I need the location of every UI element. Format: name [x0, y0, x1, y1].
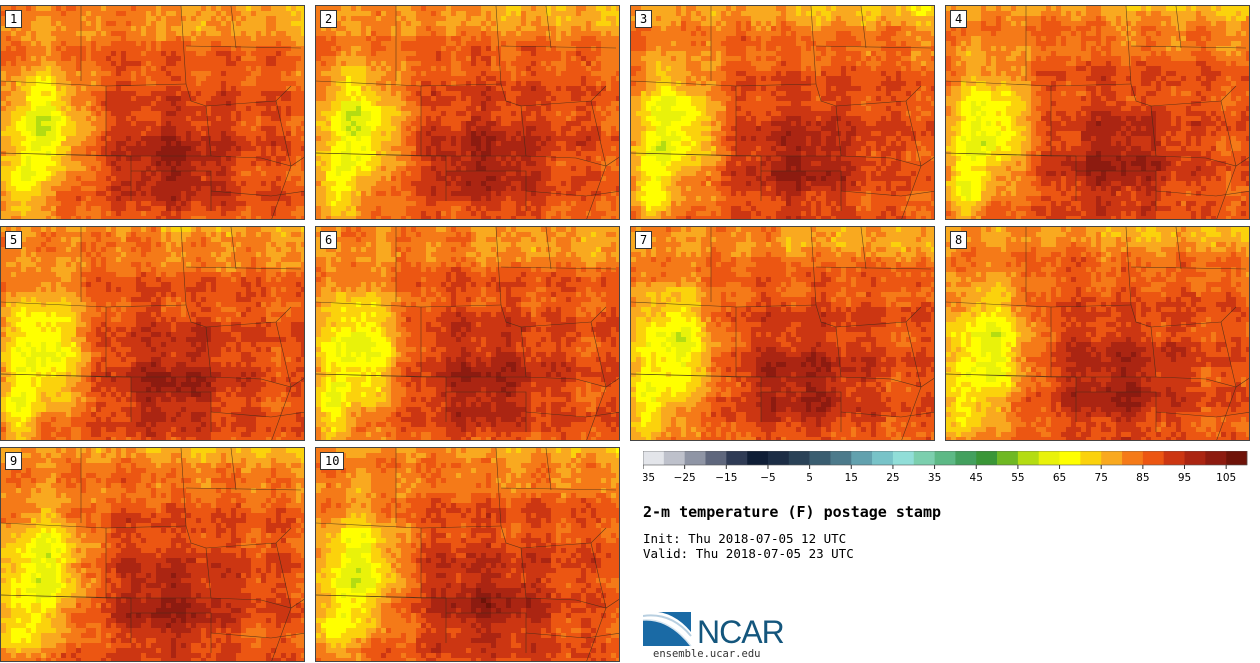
colorbar-swatch — [705, 451, 727, 465]
colorbar-tick-label: 15 — [845, 472, 858, 484]
temperature-map — [631, 6, 934, 219]
member-number: 4 — [950, 10, 968, 28]
colorbar-tick-label: 55 — [1011, 472, 1024, 484]
member-panel-3: 3 — [630, 5, 935, 220]
plot-title: 2-m temperature (F) postage stamp — [643, 503, 941, 521]
member-panel-8: 8 — [945, 226, 1250, 441]
colorbar-tick-label: 35 — [928, 472, 941, 484]
temperature-map — [1, 227, 304, 440]
run-info: Init: Thu 2018-07-05 12 UTC Valid: Thu 2… — [643, 531, 854, 561]
colorbar-tick-label: −35 — [643, 472, 655, 484]
colorbar-swatch — [684, 451, 706, 465]
ncar-logo-text: NCAR — [697, 614, 785, 651]
member-panel-5: 5 — [0, 226, 305, 441]
member-panel-9: 9 — [0, 447, 305, 662]
colorbar-tick-label: 5 — [806, 472, 813, 484]
colorbar-swatch — [955, 451, 977, 465]
member-number: 6 — [320, 231, 338, 249]
valid-time: Thu 2018-07-05 23 UTC — [696, 546, 854, 561]
member-number: 8 — [950, 231, 968, 249]
colorbar-swatch — [830, 451, 852, 465]
member-panel-10: 10 — [315, 447, 620, 662]
colorbar-swatch — [1038, 451, 1060, 465]
member-panel-2: 2 — [315, 5, 620, 220]
colorbar-swatch — [1059, 451, 1081, 465]
colorbar-swatch — [892, 451, 915, 465]
colorbar-tick-label: −15 — [715, 472, 737, 484]
colorbar-tick-label: 85 — [1136, 472, 1149, 484]
temperature-map — [316, 227, 619, 440]
colorbar-swatch — [726, 451, 748, 465]
temperature-map — [316, 6, 619, 219]
colorbar-swatch — [872, 451, 894, 465]
temperature-map — [946, 6, 1249, 219]
member-number: 1 — [5, 10, 23, 28]
colorbar-swatch — [767, 451, 790, 465]
colorbar-swatch — [643, 451, 665, 465]
colorbar-swatch — [913, 451, 935, 465]
colorbar-tick-label: 45 — [970, 472, 983, 484]
colorbar-swatch — [663, 451, 685, 465]
colorbar-swatch — [934, 451, 956, 465]
colorbar-swatch — [1122, 451, 1144, 465]
init-time: Thu 2018-07-05 12 UTC — [688, 531, 846, 546]
valid-label: Valid: — [643, 546, 688, 561]
colorbar-swatch — [1017, 451, 1040, 465]
colorbar-swatch — [1142, 451, 1164, 465]
temperature-map — [946, 227, 1249, 440]
colorbar-swatch — [1163, 451, 1185, 465]
colorbar-swatch — [851, 451, 873, 465]
temperature-map — [631, 227, 934, 440]
member-number: 9 — [5, 452, 23, 470]
site-url: ensemble.ucar.edu — [653, 648, 760, 660]
temperature-map — [1, 6, 304, 219]
colorbar-tick-label: 95 — [1178, 472, 1191, 484]
colorbar-swatch — [1226, 451, 1248, 465]
colorbar-swatch — [1080, 451, 1102, 465]
colorbar-swatch — [997, 451, 1019, 465]
member-panel-1: 1 — [0, 5, 305, 220]
member-number: 7 — [635, 231, 653, 249]
colorbar-tick-label: 65 — [1053, 472, 1066, 484]
member-panel-4: 4 — [945, 5, 1250, 220]
colorbar-swatch — [747, 451, 769, 465]
member-number: 2 — [320, 10, 338, 28]
colorbar-tick-label: 105 — [1216, 472, 1236, 484]
colorbar-swatch — [788, 451, 810, 465]
temperature-colorbar: −35−25−15−55152535455565758595105115 — [643, 451, 1248, 484]
member-panel-7: 7 — [630, 226, 935, 441]
colorbar-swatch — [809, 451, 831, 465]
colorbar-swatch — [976, 451, 998, 465]
colorbar-swatch — [1184, 451, 1206, 465]
temperature-map — [316, 448, 619, 661]
colorbar-tick-label: 25 — [886, 472, 899, 484]
colorbar-swatch — [1205, 451, 1227, 465]
member-number: 5 — [5, 231, 23, 249]
colorbar-swatch — [1101, 451, 1123, 465]
colorbar-tick-label: 75 — [1095, 472, 1108, 484]
member-number: 10 — [320, 452, 345, 470]
init-label: Init: — [643, 531, 681, 546]
member-number: 3 — [635, 10, 653, 28]
colorbar-tick-label: −5 — [760, 472, 775, 484]
temperature-map — [1, 448, 304, 661]
ncar-logo-icon — [643, 611, 692, 647]
member-panel-6: 6 — [315, 226, 620, 441]
colorbar-tick-label: −25 — [674, 472, 696, 484]
